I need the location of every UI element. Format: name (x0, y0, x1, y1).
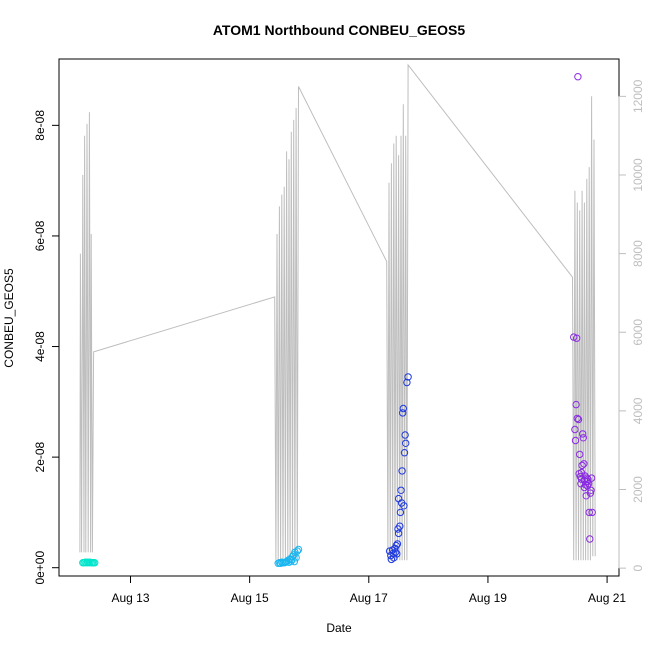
data-point (400, 449, 409, 457)
data-point (583, 482, 592, 490)
data-point (399, 404, 407, 413)
data-point (396, 522, 404, 530)
data-point (91, 559, 99, 567)
y-tick-label: 2e-08 (33, 441, 47, 472)
data-point (578, 461, 586, 470)
data-point (403, 378, 411, 387)
data-point (576, 450, 584, 459)
data-point (402, 439, 410, 447)
data-point (585, 508, 593, 517)
y-tick-label: 0e+00 (33, 551, 47, 585)
y2-tick-label: 8000 (631, 240, 645, 267)
x-tick-label: Aug 15 (231, 591, 269, 605)
data-point (574, 415, 583, 424)
data-point (288, 552, 297, 561)
y-tick-label: 6e-08 (33, 220, 47, 251)
y2-tick-label: 0 (631, 564, 645, 571)
y2-tick-label: 4000 (631, 397, 645, 424)
data-point (396, 508, 405, 517)
data-point (579, 434, 587, 442)
y2-tick-label: 2000 (631, 476, 645, 503)
data-point (398, 467, 406, 475)
data-point (393, 540, 402, 548)
y2-tick-label: 12000 (631, 79, 645, 113)
y2-tick-label: 6000 (631, 319, 645, 346)
points-layer (79, 73, 596, 567)
data-point (588, 508, 596, 517)
data-point (393, 550, 401, 558)
altitude-layer (79, 63, 596, 561)
data-point (389, 549, 397, 557)
data-point (571, 436, 580, 445)
data-point (586, 489, 595, 497)
data-point (399, 409, 407, 417)
data-point (574, 73, 582, 81)
data-point (571, 425, 579, 434)
data-point (572, 400, 580, 409)
x-axis-label: Date (326, 621, 352, 635)
x-tick-label: Aug 13 (111, 591, 149, 605)
data-point (294, 545, 303, 554)
data-point (573, 334, 581, 342)
y-tick-label: 4e-08 (33, 331, 47, 362)
chart-title: ATOM1 Northbound CONBEU_GEOS5 (213, 22, 465, 38)
x-axis: Aug 13 Aug 15 Aug 17 Aug 19 Aug 21 (111, 575, 626, 605)
data-point (401, 431, 409, 439)
y-axis-right: 0 2000 4000 6000 8000 10000 12000 (618, 79, 645, 571)
data-point (579, 430, 587, 438)
y2-tick-label: 10000 (631, 158, 645, 192)
data-point (404, 373, 412, 381)
data-point (580, 460, 588, 468)
y-axis-label: CONBEU_GEOS5 (2, 268, 16, 368)
data-point (397, 486, 405, 494)
data-point (290, 557, 298, 566)
x-tick-label: Aug 21 (588, 591, 626, 605)
data-point (293, 547, 301, 555)
data-point (394, 529, 403, 538)
altitude-line (79, 63, 596, 561)
y-tick-label: 8e-08 (33, 110, 47, 141)
data-point (577, 468, 586, 477)
data-point (586, 535, 594, 543)
x-tick-label: Aug 19 (469, 591, 507, 605)
data-point (587, 486, 595, 494)
x-tick-label: Aug 17 (350, 591, 388, 605)
data-point (587, 474, 596, 482)
data-point (400, 502, 408, 510)
y-axis-left: 0e+00 2e-08 4e-08 6e-08 8e-08 (33, 110, 60, 585)
data-point (573, 414, 581, 423)
data-point (288, 555, 296, 564)
